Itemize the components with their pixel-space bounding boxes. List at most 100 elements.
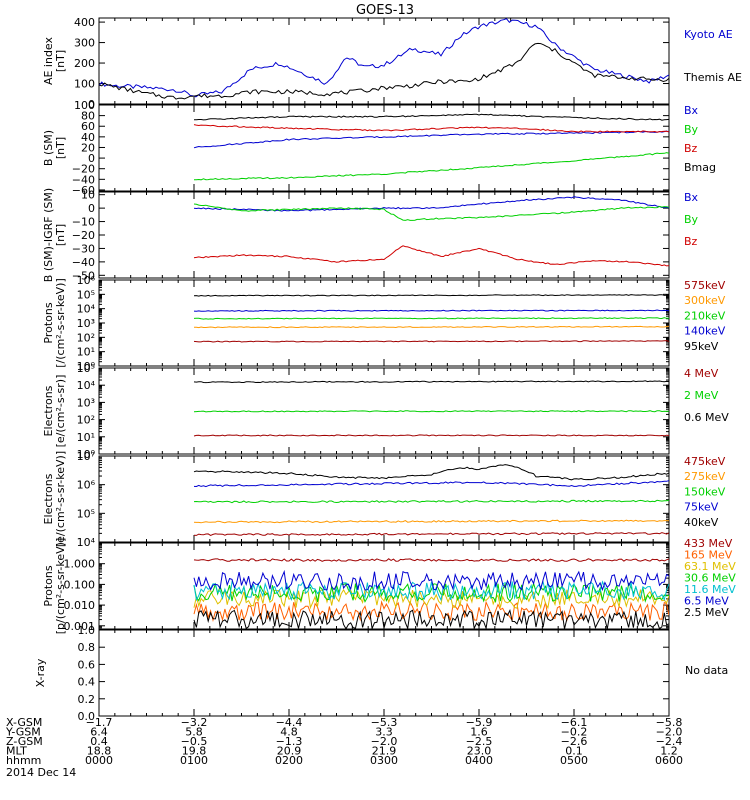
legend-entry: 150keV [684,485,726,498]
legend-entry: 300keV [684,294,726,307]
panel-xray: 0.0 0.2 0.4 0.6 0.8 1.0 X-ray [34,624,670,723]
y-tick-label: 0 [88,98,95,111]
orbit-value: 0000 [85,754,113,767]
y-tick-label: 10⁵ [77,288,95,301]
panel-frame [98,191,670,279]
orbit-value: 0300 [370,754,398,767]
y-tick-label: 100 [74,99,95,112]
series-line-themis-ae [99,42,669,100]
orbit-value: −2.0 [656,726,683,739]
legend-entry: 475keV [684,455,726,468]
legend-entry: 140keV [684,325,726,338]
legend-entry: Bmag [684,161,716,174]
legend-entry: Kyoto AE [684,28,733,41]
y-tick-label: 300 [74,37,95,50]
y-tick-label: 80 [81,110,95,123]
y-axis-label: B (SM)-IGRF (SM) [42,188,55,282]
y-tick-label: 0.001 [64,620,96,633]
y-tick-label: 0.100 [64,578,96,591]
y-tick-label: 0 [88,152,95,165]
y-axis-label: [e/(cm²-s-sr)] [54,375,67,448]
orbit-row-label: X-GSM [6,716,42,729]
orbit-value: −5.3 [371,716,398,729]
y-axis-label: [nT] [54,137,67,159]
no-data-label: No data [685,664,728,677]
series-line-2-mev [193,410,669,413]
series-line-bmag [193,113,669,121]
panel-protons2: 0.001 0.010 0.100 1.000 Protons [p/(cm²-s-sr-… [42,537,736,634]
orbit-value: −5.8 [656,716,683,729]
series-line-475kev [193,532,669,536]
y-tick-label: −40 [72,173,95,186]
y-tick-label: 0.0 [78,710,96,723]
y-tick-label: −10 [72,216,95,229]
y-axis-label: [p/(cm²-s-sr-keV)] [54,538,67,635]
y-tick-label: −20 [72,229,95,242]
y-tick-label: 10³ [77,317,95,330]
series-line-575kev [193,340,669,343]
orbit-value: 0.4 [90,735,108,748]
y-tick-label: 1.0 [78,624,96,637]
orbit-row-label: hhmm [6,754,41,767]
orbit-value: 0600 [655,754,683,767]
series-line-by [193,152,669,181]
y-tick-label: 10⁶ [77,274,96,287]
orbit-value: 5.8 [185,726,203,739]
series-line-165-mev [193,600,669,623]
legend-entry: 63.1 MeV [684,560,736,573]
series-line-bz [193,124,669,133]
orbit-value: 19.8 [182,745,207,758]
y-tick-label: 0.8 [78,641,96,654]
y-tick-label: 10² [77,414,95,427]
orbit-value: −2.5 [466,735,493,748]
y-axis-label: X-ray [34,658,47,687]
orbit-value: 0400 [465,754,493,767]
legend-entry: 11.6 MeV [684,583,736,596]
y-tick-label: 0.4 [78,676,96,689]
y-axis-label: [nT] [54,224,67,246]
legend-entry: 40keV [684,516,719,529]
orbit-value: 23.0 [467,745,492,758]
y-tick-label: −20 [72,163,95,176]
legend-entry: 75keV [684,501,719,514]
y-tick-label: 400 [74,16,95,29]
panel-frame [98,279,670,367]
series-line-433-mev [193,558,669,562]
y-tick-label: 0.6 [78,658,96,671]
legend-entry: By [684,213,699,226]
orbit-row-label: MLT [6,745,27,758]
legend-entry: 0.6 MeV [684,411,729,424]
y-axis-label: Protons [42,302,55,343]
y-tick-label: 100 [74,78,95,91]
series-line-kyoto-ae [99,18,669,98]
y-tick-label: 1.000 [64,558,96,571]
series-line-11.6-mev [193,580,669,602]
legend-entry: Bz [684,142,698,155]
orbit-value: 1.2 [660,745,678,758]
date-label: 2014 Dec 14 [6,766,76,779]
orbit-value: −3.2 [181,716,208,729]
legend-entry: 210keV [684,309,726,322]
orbit-value: 3.3 [375,726,393,739]
series-line-0.6-mev [193,380,669,384]
series-line-210kev [193,317,669,320]
y-tick-label: 10³ [77,396,95,409]
orbit-row-label: Y-GSM [5,726,41,739]
y-tick-label: 10⁵ [77,507,95,520]
y-axis-label: Electrons [42,385,55,436]
y-tick-label: −60 [72,184,95,197]
orbit-value: −5.9 [466,716,493,729]
series-line-75kev [193,480,669,488]
series-line-bz [193,245,669,267]
series-line-6.5-mev [193,569,669,592]
series-line-300kev [194,325,669,329]
y-axis-label: [nT] [54,50,67,72]
legend-entry: 2.5 MeV [684,606,729,619]
series-line-275kev [193,519,669,524]
panel-frame [98,629,670,717]
series-line-4-mev [193,434,669,437]
y-axis-label: [/(cm²-s-sr-keV)] [54,278,67,368]
orbit-value: 0200 [275,754,303,767]
panel-frame [98,455,670,543]
